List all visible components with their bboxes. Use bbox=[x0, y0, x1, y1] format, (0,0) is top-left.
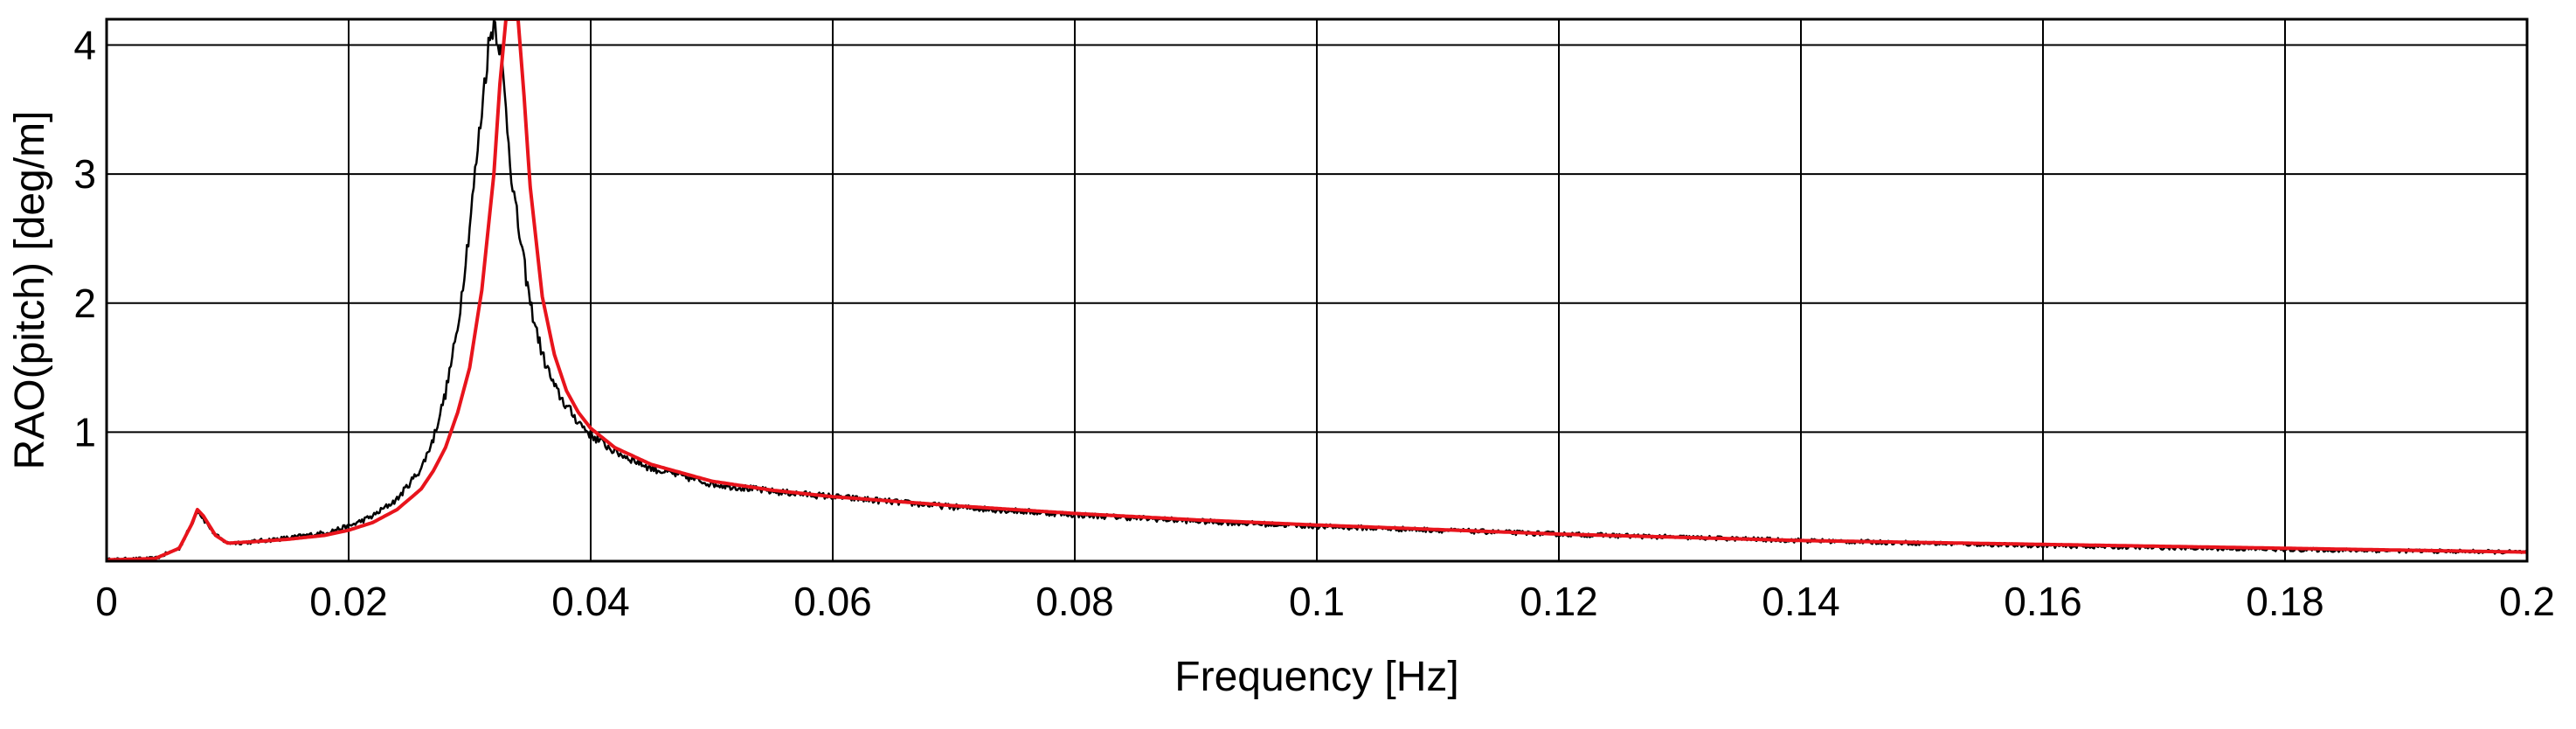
x-tick-label: 0.08 bbox=[1035, 579, 1114, 624]
x-tick-label: 0.06 bbox=[793, 579, 872, 624]
x-tick-label: 0.18 bbox=[2246, 579, 2324, 624]
x-tick-label: 0.14 bbox=[1762, 579, 1840, 624]
y-tick-label: 4 bbox=[73, 23, 96, 68]
y-axis-label: RAO(pitch) [deg/m] bbox=[7, 111, 53, 470]
x-axis-ticks: 0 0.02 0.04 0.06 0.08 0.1 0.12 0.14 0.16 0.18 0.2 bbox=[95, 579, 2555, 624]
plot-frame bbox=[105, 17, 2529, 563]
x-tick-label: 0 bbox=[95, 579, 118, 624]
x-tick-label: 0.12 bbox=[1520, 579, 1598, 624]
x-tick-label: 0.02 bbox=[309, 579, 388, 624]
x-axis-label: Frequency [Hz] bbox=[1174, 654, 1458, 700]
red-series-line bbox=[107, 19, 2527, 561]
grid-lines bbox=[107, 19, 2527, 561]
y-tick-label: 2 bbox=[73, 281, 96, 326]
x-tick-label: 0.04 bbox=[551, 579, 630, 624]
data-series bbox=[107, 19, 2527, 561]
x-tick-label: 0.1 bbox=[1289, 579, 1345, 624]
y-axis-ticks: 1 2 3 4 bbox=[73, 23, 96, 455]
x-tick-label: 0.2 bbox=[2499, 579, 2555, 624]
x-tick-label: 0.16 bbox=[2004, 579, 2082, 624]
y-tick-label: 3 bbox=[73, 151, 96, 197]
y-tick-label: 1 bbox=[73, 409, 96, 455]
